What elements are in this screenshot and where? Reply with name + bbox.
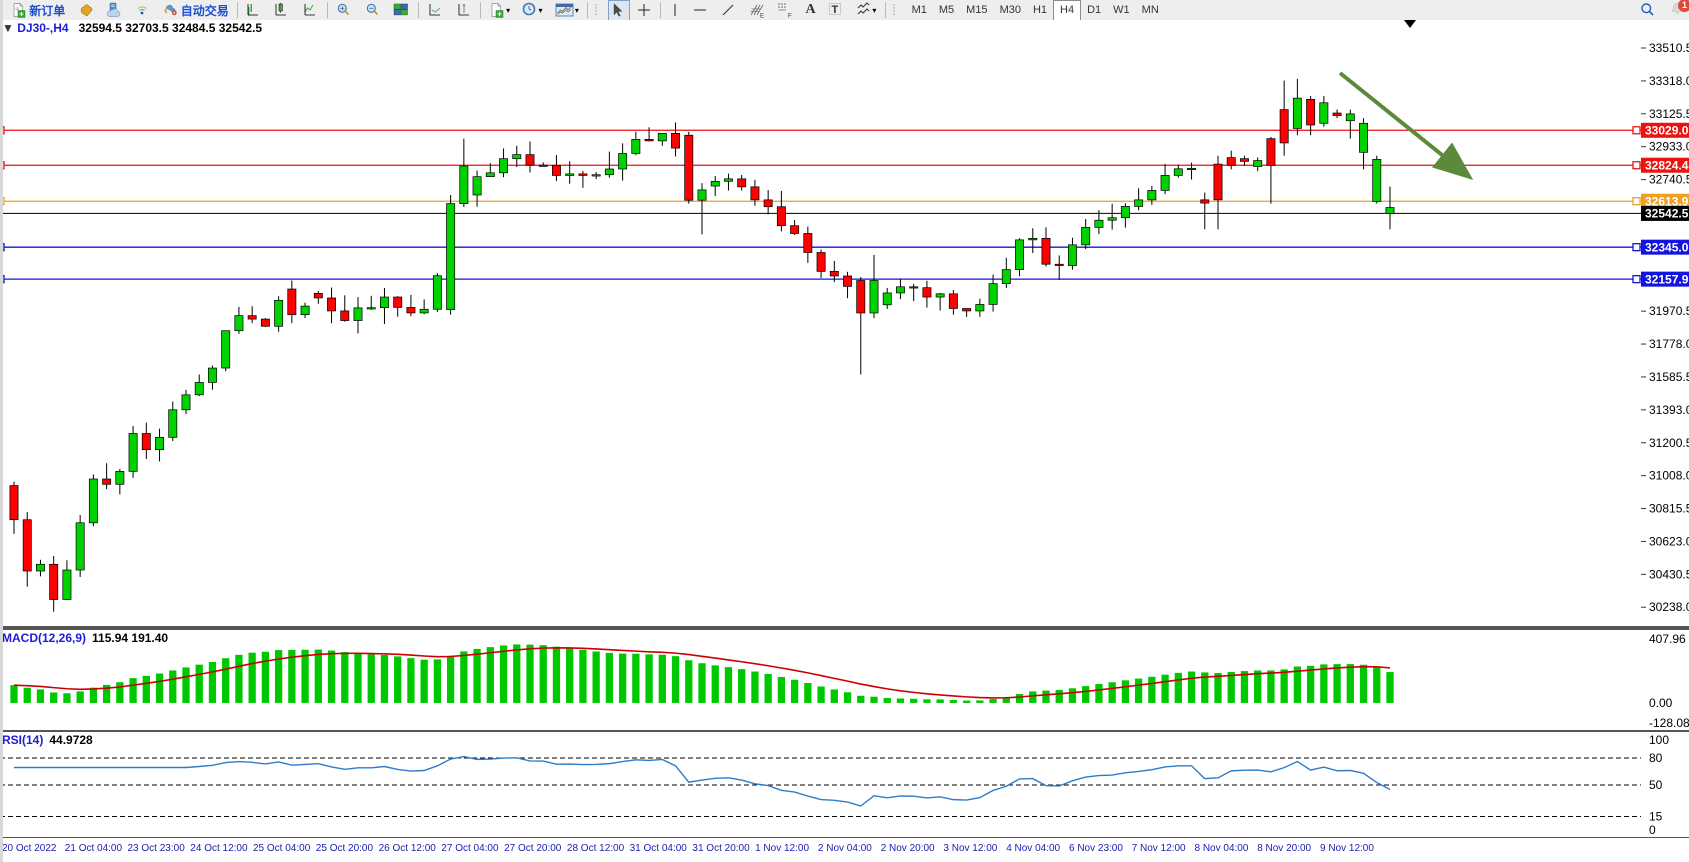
svg-text:-128.08: -128.08 bbox=[1649, 716, 1689, 730]
svg-text:E: E bbox=[760, 14, 764, 19]
svg-text:31778.0: 31778.0 bbox=[1649, 337, 1689, 351]
svg-text:30430.5: 30430.5 bbox=[1649, 567, 1689, 581]
svg-text:32740.5: 32740.5 bbox=[1649, 173, 1689, 187]
svg-text:31585.5: 31585.5 bbox=[1649, 370, 1689, 384]
svg-text:32345.0: 32345.0 bbox=[1645, 240, 1689, 254]
svg-text:0: 0 bbox=[1649, 823, 1656, 837]
svg-text:F: F bbox=[788, 14, 792, 19]
svg-text:31200.5: 31200.5 bbox=[1649, 436, 1689, 450]
svg-text:30623.0: 30623.0 bbox=[1649, 534, 1689, 548]
svg-text:80: 80 bbox=[1649, 751, 1663, 765]
svg-text:33318.0: 33318.0 bbox=[1649, 74, 1689, 88]
svg-text:15: 15 bbox=[1649, 810, 1663, 824]
svg-text:31393.0: 31393.0 bbox=[1649, 403, 1689, 417]
svg-text:31970.5: 31970.5 bbox=[1649, 304, 1689, 318]
svg-text:100: 100 bbox=[1649, 733, 1669, 747]
svg-text:32824.4: 32824.4 bbox=[1645, 158, 1689, 172]
svg-text:32933.0: 32933.0 bbox=[1649, 140, 1689, 154]
svg-text:30815.5: 30815.5 bbox=[1649, 502, 1689, 516]
svg-text:32157.9: 32157.9 bbox=[1645, 272, 1689, 286]
svg-text:32542.5: 32542.5 bbox=[1645, 207, 1689, 221]
svg-text:33029.0: 33029.0 bbox=[1645, 123, 1689, 137]
svg-text:T: T bbox=[832, 4, 839, 16]
svg-text:30238.0: 30238.0 bbox=[1649, 600, 1689, 614]
svg-text:33510.5: 33510.5 bbox=[1649, 41, 1689, 55]
svg-text:31008.0: 31008.0 bbox=[1649, 469, 1689, 483]
svg-text:33125.5: 33125.5 bbox=[1649, 107, 1689, 121]
svg-text:407.96: 407.96 bbox=[1649, 632, 1686, 646]
svg-text:50: 50 bbox=[1649, 778, 1663, 792]
svg-text:0.00: 0.00 bbox=[1649, 696, 1673, 710]
